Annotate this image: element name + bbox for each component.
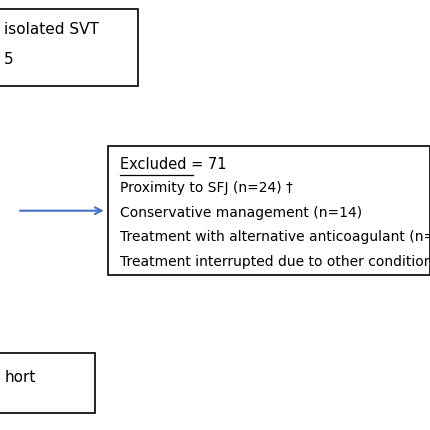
Text: 5: 5: [4, 52, 14, 67]
FancyBboxPatch shape: [0, 9, 138, 86]
Text: Proximity to SFJ (n=24) †: Proximity to SFJ (n=24) †: [120, 181, 293, 196]
Text: Treatment interrupted due to other condition…: Treatment interrupted due to other condi…: [120, 255, 430, 269]
FancyBboxPatch shape: [0, 353, 95, 413]
FancyBboxPatch shape: [108, 146, 430, 275]
Text: Conservative management (n=14): Conservative management (n=14): [120, 206, 362, 220]
Text: isolated SVT: isolated SVT: [4, 22, 99, 37]
Text: hort: hort: [4, 370, 36, 385]
Text: Excluded = 71: Excluded = 71: [120, 157, 227, 172]
Text: Treatment with alternative anticoagulant (n=3…: Treatment with alternative anticoagulant…: [120, 230, 430, 245]
